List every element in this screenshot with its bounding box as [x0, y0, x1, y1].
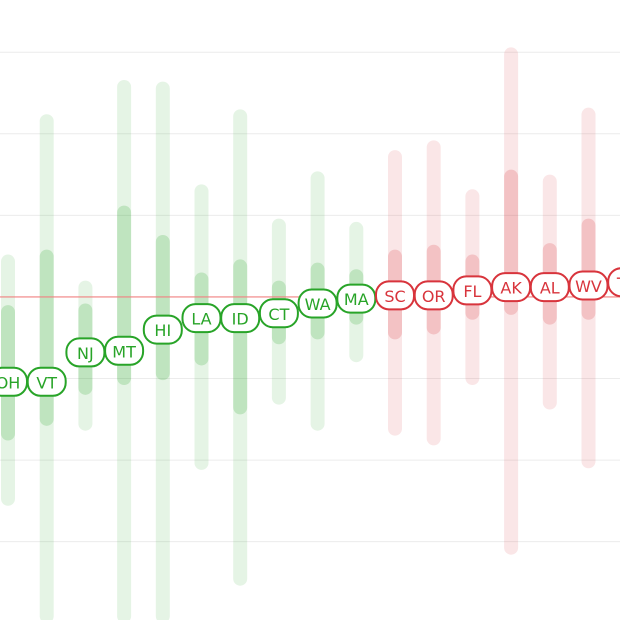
- state-marker: [220, 303, 261, 334]
- state-label: ID: [232, 310, 249, 329]
- state-label: AL: [540, 279, 560, 298]
- state-marker: [413, 280, 454, 311]
- state-label: FL: [463, 282, 481, 301]
- state-label: NJ: [77, 344, 94, 363]
- inner-interval: [581, 218, 596, 320]
- state-marker: [258, 298, 299, 329]
- outer-interval: [155, 81, 170, 620]
- state-label: CT: [268, 305, 289, 324]
- state-label: TX: [616, 274, 620, 293]
- state-label: OR: [422, 287, 446, 306]
- state-label: VT: [36, 373, 57, 392]
- inner-interval: [39, 249, 54, 426]
- state-label: MA: [344, 290, 369, 309]
- state-label: HI: [154, 321, 171, 340]
- outer-interval: [233, 109, 248, 586]
- state-label: SC: [384, 287, 405, 306]
- state-marker: [297, 288, 338, 319]
- state-label: OH: [0, 373, 20, 392]
- state-label: WA: [305, 295, 331, 314]
- state-marker: [607, 267, 620, 298]
- state-marker: [104, 335, 145, 366]
- state-label: MT: [112, 342, 136, 361]
- inner-interval: [233, 259, 248, 415]
- state-label: AK: [500, 279, 522, 298]
- state-marker: [26, 366, 67, 397]
- inner-interval: [155, 234, 170, 381]
- state-label: WV: [575, 277, 602, 296]
- state-label: LA: [191, 310, 211, 329]
- state-marker: [142, 314, 183, 345]
